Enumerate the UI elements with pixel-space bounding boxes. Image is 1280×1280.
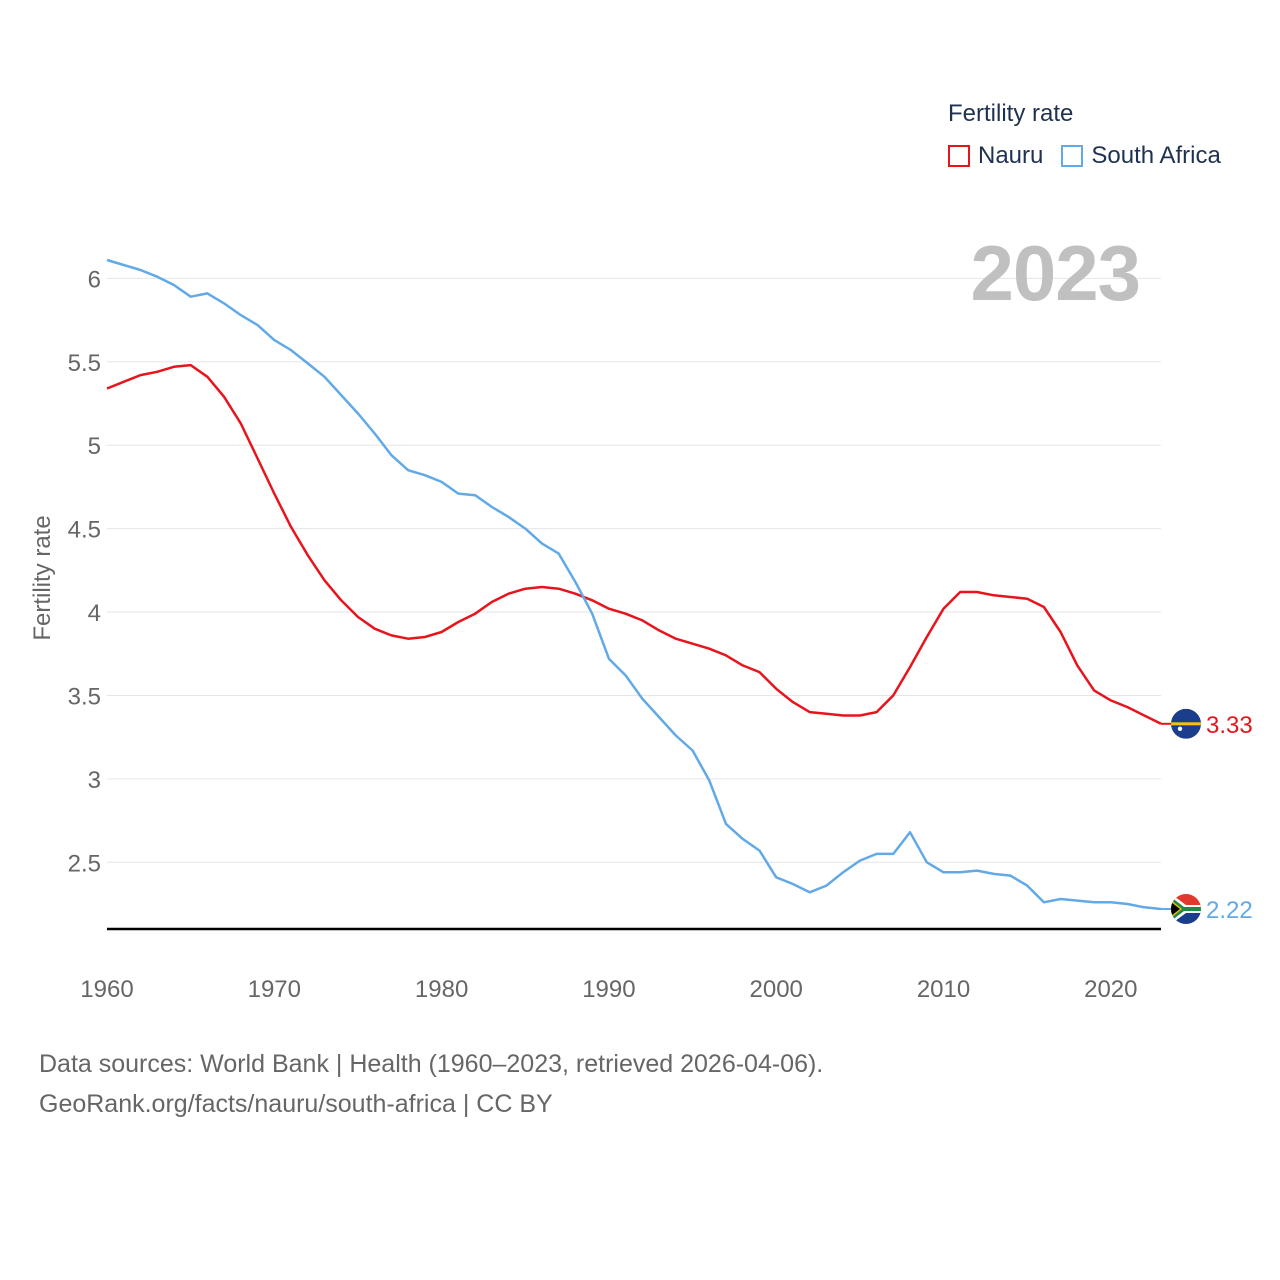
flag-nauru-icon: [1171, 708, 1201, 739]
legend-item-south-africa[interactable]: South Africa: [1061, 142, 1221, 170]
x-tick-label: 2020: [1084, 976, 1137, 1003]
legend-swatch-south-africa: [1061, 145, 1084, 167]
x-tick-label: 2010: [917, 976, 970, 1003]
legend-label-south-africa: South Africa: [1091, 142, 1221, 169]
legend-title: Fertility rate: [948, 100, 1074, 127]
y-axis-ticks: 2.5 3 3.5 4 4.5 5 5.5 6: [68, 266, 101, 877]
flag-south-africa-icon: [1171, 893, 1201, 924]
footer-source: Data sources: World Bank | Health (1960–…: [39, 1044, 823, 1124]
x-tick-label: 2000: [750, 976, 803, 1003]
y-tick-label: 3.5: [68, 683, 101, 710]
end-value-south-africa: 2.22: [1206, 897, 1253, 924]
x-tick-label: 1980: [415, 976, 468, 1003]
x-axis-ticks: 1960 1970 1980 1990 2000 2010 2020: [80, 976, 1137, 1003]
legend-item-nauru[interactable]: Nauru: [948, 142, 1043, 170]
current-year-label: 2023: [970, 229, 1141, 317]
y-tick-label: 3: [88, 767, 101, 794]
y-tick-label: 5.5: [68, 350, 101, 377]
y-tick-label: 6: [88, 266, 101, 293]
series-end-markers: 3.33 2.22: [1161, 708, 1253, 924]
y-tick-label: 2.5: [68, 850, 101, 877]
gridlines: [107, 277, 1161, 863]
y-tick-label: 4: [88, 600, 101, 627]
legend: Nauru South Africa: [948, 142, 1239, 170]
legend-label-nauru: Nauru: [978, 142, 1044, 169]
y-tick-label: 4.5: [68, 517, 101, 544]
legend-swatch-nauru: [948, 145, 970, 167]
x-tick-label: 1960: [80, 976, 133, 1003]
series-line-nauru[interactable]: [106, 363, 1162, 725]
x-tick-label: 1990: [582, 976, 635, 1003]
footer-url-line[interactable]: GeoRank.org/facts/nauru/south-africa | C…: [39, 1090, 553, 1118]
x-tick-label: 1970: [248, 976, 301, 1003]
footer-source-line: Data sources: World Bank | Health (1960–…: [39, 1050, 824, 1078]
y-axis-label: Fertility rate: [29, 515, 56, 640]
end-value-nauru: 3.33: [1206, 712, 1253, 739]
series-line-south-africa[interactable]: [106, 258, 1162, 911]
y-tick-label: 5: [88, 433, 101, 460]
series-lines: [106, 258, 1162, 911]
